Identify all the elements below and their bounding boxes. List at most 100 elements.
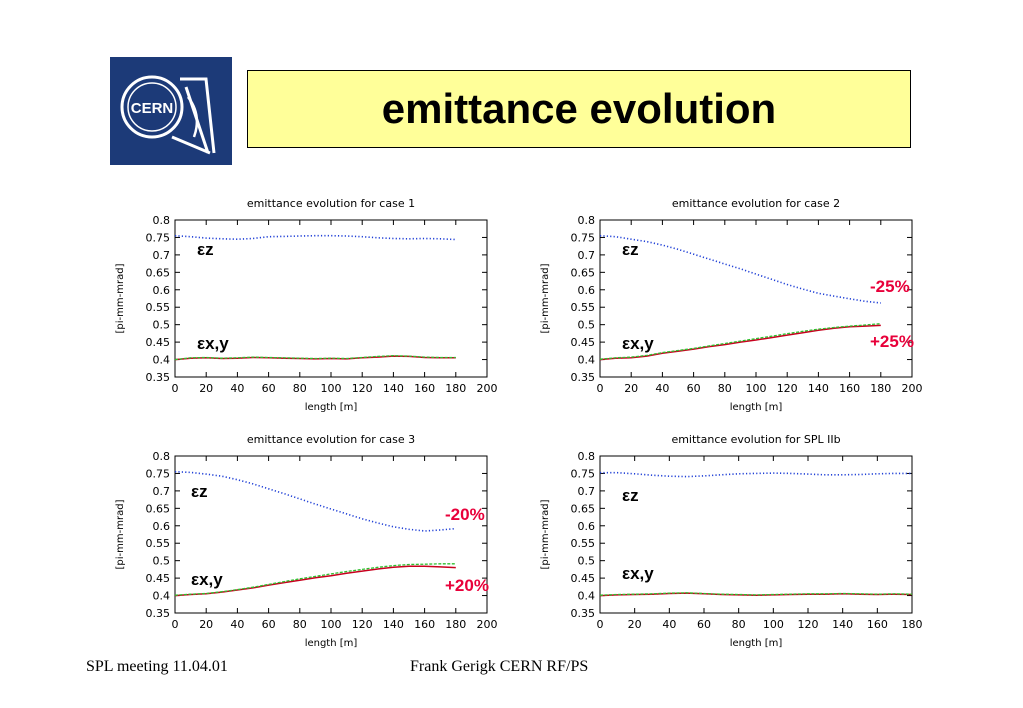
y-axis-label: [pi-mm-mrad] bbox=[540, 499, 551, 569]
percent-annotation: +25% bbox=[870, 332, 914, 351]
series-line-z bbox=[599, 234, 881, 304]
x-axis-label: length [m] bbox=[730, 402, 783, 413]
series-line-green bbox=[599, 592, 913, 596]
x-axis-label: length [m] bbox=[305, 402, 358, 413]
chart-case-3: emittance evolution for case 3 0.35 0.4 0.4… bbox=[115, 433, 498, 649]
x-tick-label: 60 bbox=[262, 382, 276, 395]
x-tick-label: 100 bbox=[321, 382, 342, 395]
x-tick-label: 160 bbox=[839, 382, 860, 395]
x-tick-label: 180 bbox=[445, 618, 466, 631]
series-line-z bbox=[600, 471, 912, 478]
x-tick-label: 200 bbox=[477, 618, 498, 631]
x-tick-label: 20 bbox=[628, 618, 642, 631]
epsilon-xy-label: εx,y bbox=[197, 334, 229, 353]
plot-title: emittance evolution for case 3 bbox=[247, 433, 415, 446]
series-line-green bbox=[599, 322, 881, 360]
y-tick-label: 0.65 bbox=[146, 266, 171, 279]
y-tick-label: 0.75 bbox=[146, 231, 171, 244]
y-tick-label: 0.4 bbox=[153, 354, 171, 367]
x-tick-label: 0 bbox=[172, 382, 179, 395]
plot-frame bbox=[174, 455, 488, 614]
x-tick-label: 20 bbox=[199, 382, 213, 395]
plot-title: emittance evolution for case 2 bbox=[672, 197, 840, 210]
y-tick-label: 0.35 bbox=[571, 371, 596, 384]
x-tick-label: 160 bbox=[867, 618, 888, 631]
x-tick-label: 120 bbox=[352, 618, 373, 631]
y-tick-label: 0.35 bbox=[571, 607, 596, 620]
epsilon-z-label: εz bbox=[191, 482, 208, 501]
y-tick-label: 0.4 bbox=[578, 354, 596, 367]
y-tick-label: 0.5 bbox=[578, 555, 596, 568]
epsilon-z-label: εz bbox=[622, 240, 639, 259]
chart-case-2: emittance evolution for case 2 0.35 0.4 0.4… bbox=[540, 197, 923, 413]
plot-frame bbox=[599, 455, 913, 614]
plot-title: emittance evolution for SPL IIb bbox=[671, 433, 840, 446]
x-tick-label: 80 bbox=[293, 618, 307, 631]
epsilon-xy-label: εx,y bbox=[191, 570, 223, 589]
y-tick-label: 0.7 bbox=[153, 249, 171, 262]
y-tick-label: 0.8 bbox=[153, 450, 171, 463]
x-tick-label: 160 bbox=[414, 382, 435, 395]
y-tick-label: 0.55 bbox=[146, 301, 171, 314]
x-tick-label: 120 bbox=[798, 618, 819, 631]
y-tick-label: 0.4 bbox=[578, 590, 596, 603]
x-tick-label: 100 bbox=[763, 618, 784, 631]
chart-spl-iib: emittance evolution for SPL IIb 0.35 0.4 0.… bbox=[540, 433, 923, 649]
epsilon-xy-label: εx,y bbox=[622, 564, 654, 583]
x-tick-label: 160 bbox=[414, 618, 435, 631]
y-tick-label: 0.5 bbox=[153, 319, 171, 332]
y-tick-label: 0.45 bbox=[571, 572, 596, 585]
x-tick-label: 180 bbox=[445, 382, 466, 395]
plot-title: emittance evolution for case 1 bbox=[247, 197, 415, 210]
y-tick-label: 0.65 bbox=[146, 502, 171, 515]
x-tick-label: 0 bbox=[597, 618, 604, 631]
y-tick-label: 0.35 bbox=[146, 371, 171, 384]
x-tick-label: 40 bbox=[230, 618, 244, 631]
x-tick-label: 140 bbox=[808, 382, 829, 395]
series-line-z bbox=[174, 234, 456, 241]
x-tick-label: 40 bbox=[662, 618, 676, 631]
y-tick-label: 0.45 bbox=[571, 336, 596, 349]
y-tick-label: 0.8 bbox=[153, 214, 171, 227]
x-tick-label: 180 bbox=[902, 618, 923, 631]
footer-meeting: SPL meeting 11.04.01 bbox=[86, 658, 228, 675]
x-tick-label: 0 bbox=[172, 618, 179, 631]
x-tick-label: 80 bbox=[718, 382, 732, 395]
x-tick-label: 200 bbox=[902, 382, 923, 395]
series-line-z bbox=[174, 470, 456, 532]
y-tick-label: 0.75 bbox=[571, 231, 596, 244]
y-tick-label: 0.45 bbox=[146, 572, 171, 585]
y-tick-label: 0.45 bbox=[146, 336, 171, 349]
y-axis-label: [pi-mm-mrad] bbox=[115, 499, 126, 569]
slide-title: emittance evolution bbox=[381, 85, 777, 132]
x-axis-label: length [m] bbox=[305, 638, 358, 649]
y-tick-label: 0.7 bbox=[578, 485, 596, 498]
x-tick-label: 140 bbox=[383, 382, 404, 395]
y-tick-label: 0.5 bbox=[153, 555, 171, 568]
y-tick-label: 0.6 bbox=[153, 520, 171, 533]
y-tick-label: 0.55 bbox=[146, 537, 171, 550]
plot-frame bbox=[599, 219, 913, 378]
y-tick-label: 0.65 bbox=[571, 266, 596, 279]
logo-text: CERN bbox=[131, 100, 174, 117]
x-tick-label: 0 bbox=[597, 382, 604, 395]
y-tick-label: 0.8 bbox=[578, 450, 596, 463]
y-tick-label: 0.7 bbox=[153, 485, 171, 498]
y-tick-label: 0.65 bbox=[571, 502, 596, 515]
y-tick-label: 0.6 bbox=[578, 520, 596, 533]
percent-annotation: +20% bbox=[445, 576, 489, 595]
y-tick-label: 0.6 bbox=[153, 284, 171, 297]
x-tick-label: 80 bbox=[732, 618, 746, 631]
title-box: emittance evolution bbox=[247, 70, 911, 148]
series-line-green bbox=[174, 355, 456, 361]
y-tick-label: 0.4 bbox=[153, 590, 171, 603]
y-tick-label: 0.8 bbox=[578, 214, 596, 227]
y-tick-label: 0.55 bbox=[571, 537, 596, 550]
x-tick-label: 120 bbox=[777, 382, 798, 395]
x-tick-label: 20 bbox=[624, 382, 638, 395]
x-tick-label: 140 bbox=[832, 618, 853, 631]
y-tick-label: 0.55 bbox=[571, 301, 596, 314]
x-tick-label: 100 bbox=[746, 382, 767, 395]
x-tick-label: 40 bbox=[655, 382, 669, 395]
y-tick-label: 0.75 bbox=[146, 467, 171, 480]
